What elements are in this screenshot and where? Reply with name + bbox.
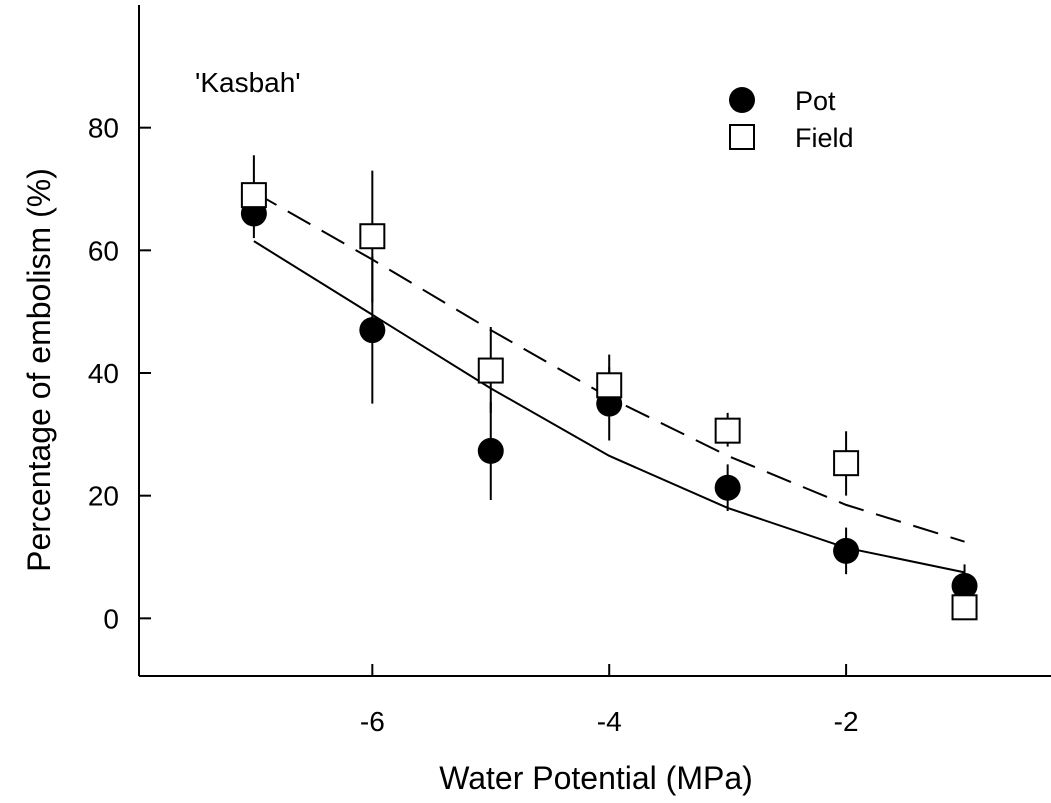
data-point-field (833, 450, 860, 477)
y-tick-label: 0 (103, 603, 119, 634)
y-axis-label: Percentage of embolism (%) (21, 168, 57, 572)
legend-label-field: Field (795, 123, 854, 153)
cultivar-annotation: 'Kasbah' (195, 67, 301, 98)
data-point-pot (714, 474, 741, 501)
legend-marker-pot (729, 87, 755, 113)
legend-marker-field (729, 124, 755, 150)
y-tick-label: 40 (88, 358, 119, 389)
legend-label-pot: Pot (795, 86, 836, 116)
data-point-pot (833, 537, 860, 564)
data-point-field (714, 417, 741, 444)
data-markers (240, 182, 978, 621)
y-tick-label: 80 (88, 113, 119, 144)
data-point-pot (951, 572, 978, 599)
y-tick-label: 20 (88, 481, 119, 512)
data-point-field (596, 372, 623, 399)
y-tick-label: 60 (88, 235, 119, 266)
data-point-field (951, 594, 978, 621)
axes: -6 -4 -2 0 20 40 60 80 (88, 5, 1051, 737)
data-point-field (477, 357, 504, 384)
data-point-field (359, 223, 386, 250)
x-axis-label: Water Potential (MPa) (439, 760, 753, 796)
legend: Pot Field (729, 86, 854, 153)
data-point-pot (359, 317, 386, 344)
x-tick-label: -4 (597, 706, 622, 737)
x-tick-label: -2 (834, 706, 859, 737)
x-tick-label: -6 (360, 706, 385, 737)
data-point-field (240, 182, 267, 209)
data-point-pot (477, 437, 504, 464)
